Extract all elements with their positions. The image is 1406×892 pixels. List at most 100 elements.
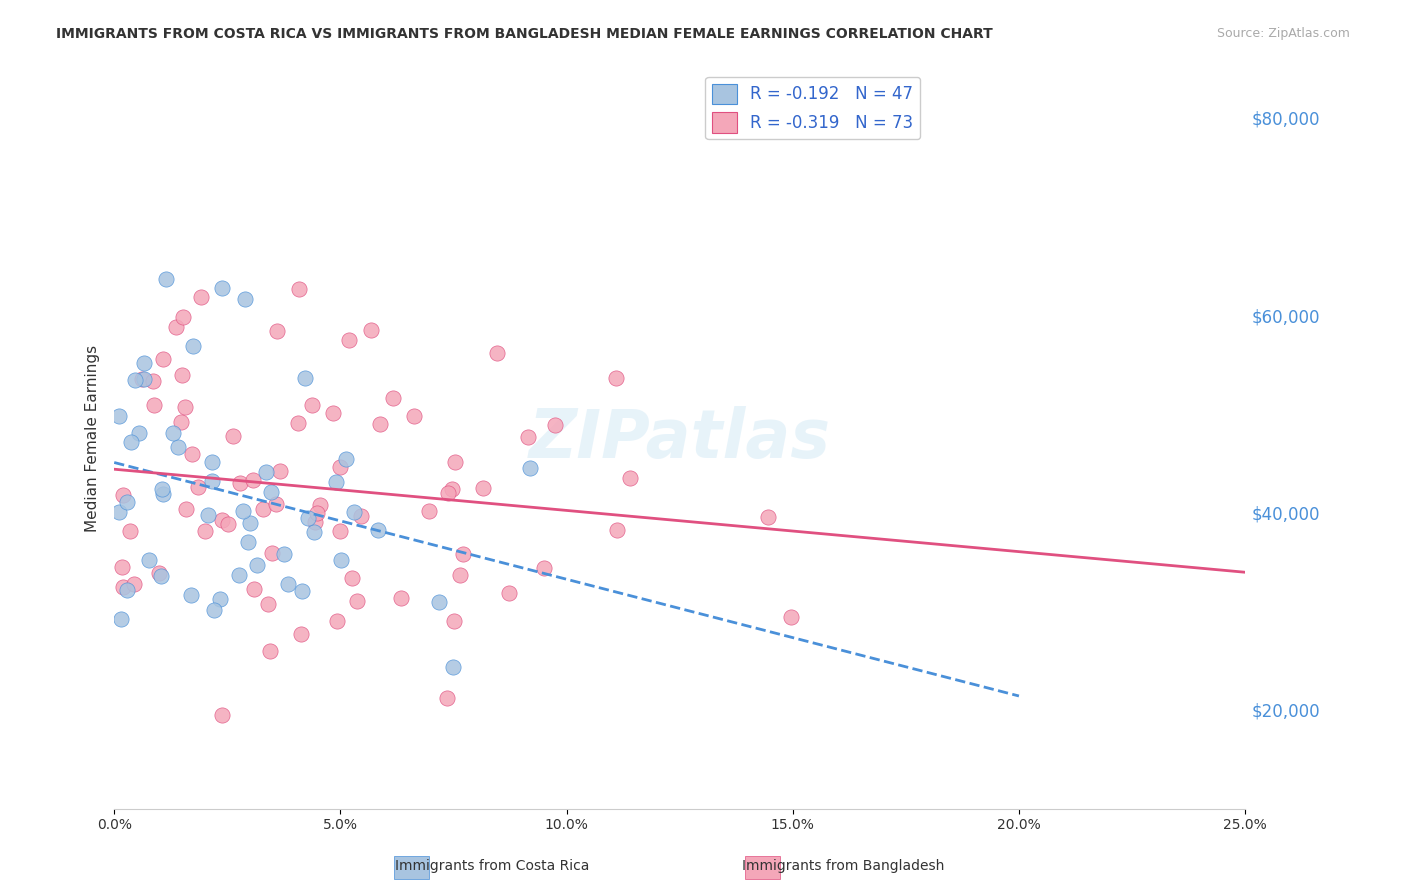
Point [304, 515, 326, 529]
Point [301, 398, 323, 412]
Point [201, 475, 224, 489]
Point [181, 339, 204, 353]
Point [485, 346, 508, 360]
Point [619, 471, 641, 485]
Text: Immigrants from Costa Rica: Immigrants from Costa Rica [395, 859, 589, 872]
Point [197, 508, 219, 523]
Point [254, 465, 277, 479]
Point [124, 373, 146, 387]
Point [118, 524, 141, 538]
Point [260, 546, 283, 560]
Point [115, 582, 138, 597]
Point [307, 507, 329, 521]
Point [134, 355, 156, 369]
Point [335, 451, 357, 466]
Point [155, 271, 177, 285]
Point [297, 510, 319, 524]
Point [107, 409, 129, 423]
Point [266, 325, 288, 339]
Point [110, 612, 132, 626]
Point [517, 430, 540, 444]
Point [111, 580, 134, 594]
Point [605, 371, 627, 385]
Point [437, 486, 460, 500]
Point [211, 280, 233, 294]
Point [174, 501, 197, 516]
Point [131, 372, 153, 386]
Point [498, 586, 520, 600]
Point [350, 509, 373, 524]
Point [381, 391, 404, 405]
Point [111, 488, 134, 502]
Text: ZIPatlas: ZIPatlas [529, 406, 831, 472]
Point [326, 614, 349, 628]
Point [242, 473, 264, 487]
Point [277, 576, 299, 591]
Point [346, 594, 368, 608]
Point [202, 603, 225, 617]
Point [330, 553, 353, 567]
Legend: R = -0.192   N = 47, R = -0.319   N = 73: R = -0.192 N = 47, R = -0.319 N = 73 [706, 77, 920, 139]
Point [418, 504, 440, 518]
Point [329, 459, 352, 474]
Point [304, 524, 326, 539]
Point [170, 416, 193, 430]
Point [143, 398, 166, 412]
Point [170, 368, 193, 382]
Point [201, 455, 224, 469]
Point [389, 591, 412, 606]
Point [236, 534, 259, 549]
Point [367, 523, 389, 537]
Point [309, 498, 332, 512]
Point [441, 659, 464, 673]
Text: Source: ZipAtlas.com: Source: ZipAtlas.com [1216, 27, 1350, 40]
Point [172, 310, 194, 324]
Point [329, 524, 352, 539]
Point [228, 568, 250, 582]
Point [152, 486, 174, 500]
Point [142, 374, 165, 388]
Point [519, 461, 541, 475]
Point [260, 485, 283, 500]
Point [273, 547, 295, 561]
Point [443, 614, 465, 628]
Point [325, 475, 347, 489]
Point [544, 417, 567, 432]
Point [233, 292, 256, 306]
Point [440, 482, 463, 496]
Point [174, 400, 197, 414]
Point [290, 627, 312, 641]
Point [269, 464, 291, 478]
Point [287, 282, 309, 296]
Point [187, 480, 209, 494]
Point [322, 406, 344, 420]
Point [343, 505, 366, 519]
Point [209, 592, 232, 607]
Point [246, 558, 269, 572]
Point [239, 516, 262, 530]
Point [232, 504, 254, 518]
Point [150, 482, 173, 496]
Point [211, 513, 233, 527]
Point [758, 510, 780, 524]
Point [138, 553, 160, 567]
Point [264, 497, 287, 511]
Point [606, 523, 628, 537]
Point [190, 289, 212, 303]
Text: IMMIGRANTS FROM COSTA RICA VS IMMIGRANTS FROM BANGLADESH MEDIAN FEMALE EARNINGS : IMMIGRANTS FROM COSTA RICA VS IMMIGRANTS… [56, 27, 993, 41]
Point [180, 588, 202, 602]
Text: Immigrants from Bangladesh: Immigrants from Bangladesh [742, 859, 945, 872]
Point [222, 428, 245, 442]
Point [444, 454, 467, 468]
Point [256, 597, 278, 611]
Point [436, 691, 458, 706]
Point [181, 447, 204, 461]
Point [370, 417, 392, 431]
Point [779, 609, 801, 624]
Point [287, 417, 309, 431]
Point [217, 516, 239, 531]
Point [339, 333, 361, 347]
Point [533, 561, 555, 575]
Point [122, 577, 145, 591]
Point [115, 495, 138, 509]
